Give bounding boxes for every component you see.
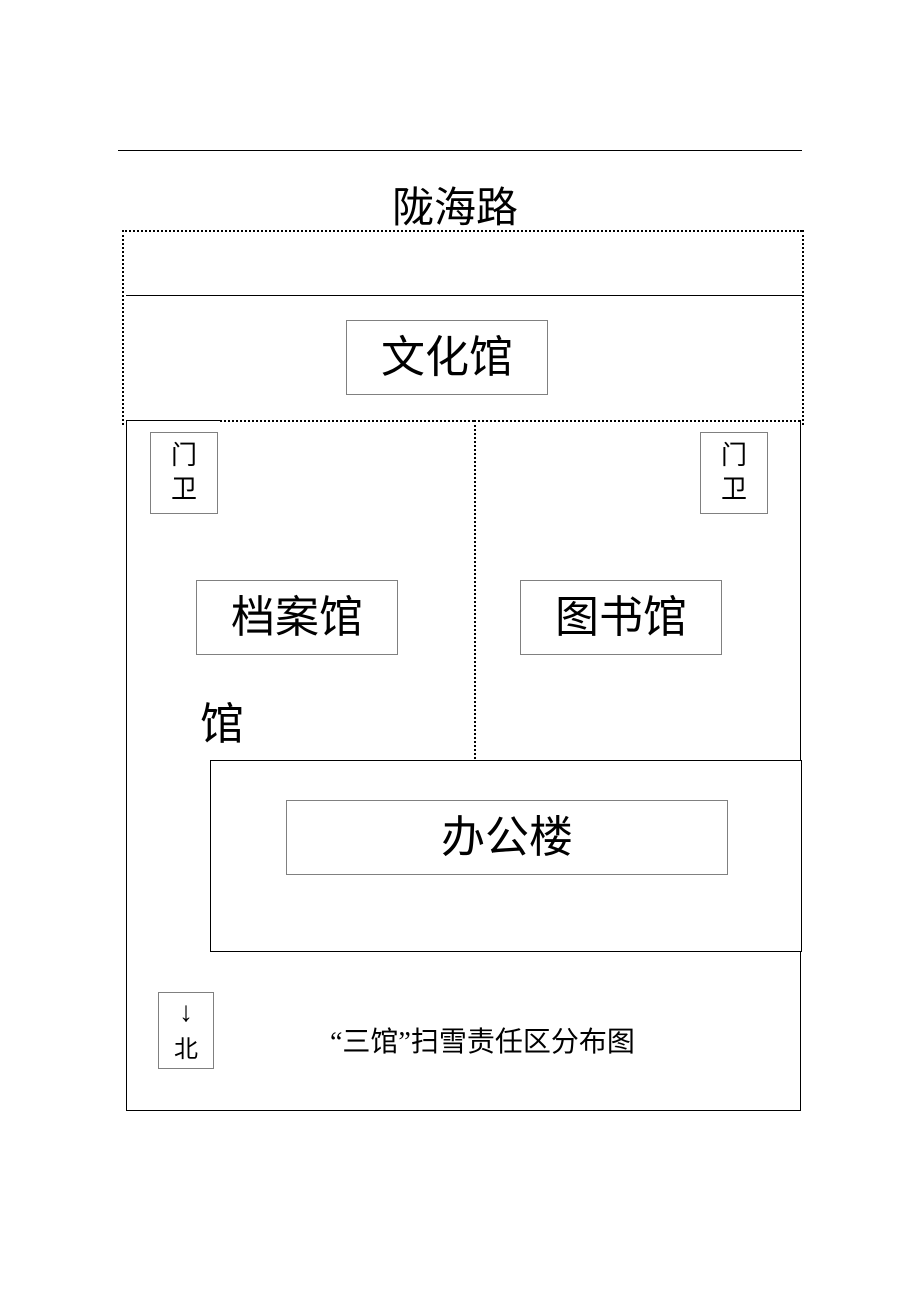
extra-guan-text: 馆 — [200, 688, 244, 752]
office-inner-box: 办公楼 — [286, 800, 728, 875]
center-dotted-divider — [474, 420, 476, 775]
compass-arrow-icon: ↓ — [159, 999, 213, 1027]
compound-bottom-wall — [126, 1110, 801, 1111]
diagram-page: 陇海路 文化馆 门 卫 门 卫 档案馆 图书馆 馆 办公楼 ↓ 北 “三馆”扫雪… — [0, 0, 920, 1303]
guard-right-char1: 门 — [709, 439, 759, 473]
road-dotted-left — [122, 230, 124, 425]
road-label: 陇海路 — [350, 186, 560, 232]
guard-left-char1: 门 — [159, 439, 209, 473]
compound-left-wall — [126, 420, 127, 1110]
mid-solid-left-stub — [126, 420, 220, 421]
guard-right-char2: 卫 — [709, 473, 759, 507]
archive-hall-box: 档案馆 — [196, 580, 398, 655]
compass-box: ↓ 北 — [158, 992, 214, 1069]
guard-left-box: 门 卫 — [150, 432, 218, 514]
culture-hall-box: 文化馆 — [346, 320, 548, 395]
library-hall-box: 图书馆 — [520, 580, 722, 655]
diagram-caption: “三馆”扫雪责任区分布图 — [330, 1020, 635, 1060]
mid-dotted-left — [220, 420, 474, 422]
guard-right-box: 门 卫 — [700, 432, 768, 514]
road-solid-under — [126, 295, 802, 296]
compass-label: 北 — [174, 1037, 198, 1063]
road-dotted-top — [122, 230, 802, 232]
road-dotted-right — [802, 230, 804, 425]
mid-dotted-right — [474, 420, 800, 422]
guard-left-char2: 卫 — [159, 473, 209, 507]
page-top-rule — [118, 150, 802, 151]
